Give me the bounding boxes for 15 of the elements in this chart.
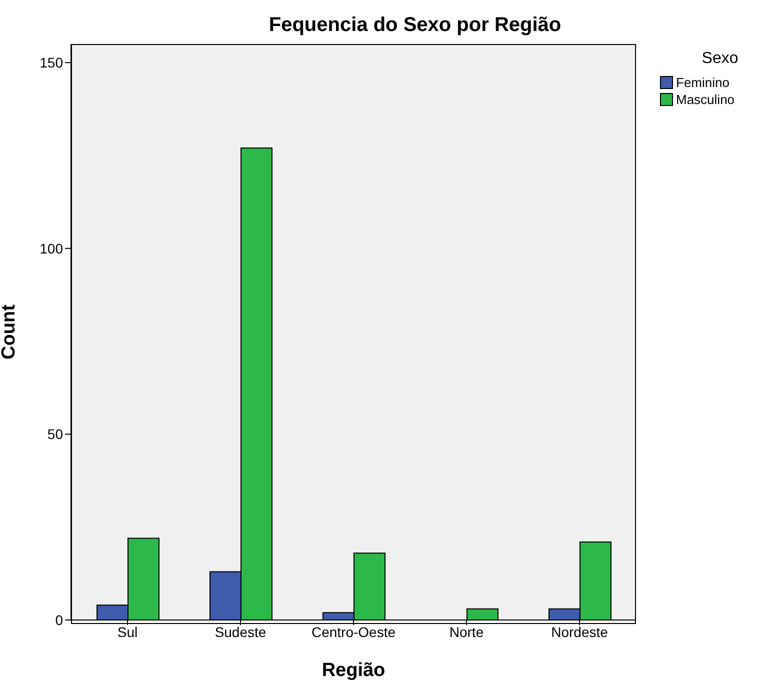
y-axis-title: Count [0, 304, 20, 360]
x-tick-label: Sudeste [214, 624, 266, 640]
x-tick-label: Sul [117, 624, 138, 640]
x-axis-title: Região [322, 660, 386, 681]
y-tick-label: 150 [40, 54, 64, 71]
y-tick-label: 100 [40, 240, 64, 256]
x-tick-label: Norte [449, 624, 484, 640]
y-tick-label: 0 [55, 612, 64, 628]
legend-title: Sexo [700, 50, 740, 68]
chart-title: Fequencia do Sexo por Região [268, 14, 562, 37]
y-tick-label: 50 [47, 426, 64, 442]
x-tick-label: Centro-Oeste [311, 624, 396, 640]
legend-label: Masculino [676, 92, 735, 107]
legend-label: Feminino [676, 75, 730, 90]
x-tick-label: Nordeste [551, 624, 608, 640]
